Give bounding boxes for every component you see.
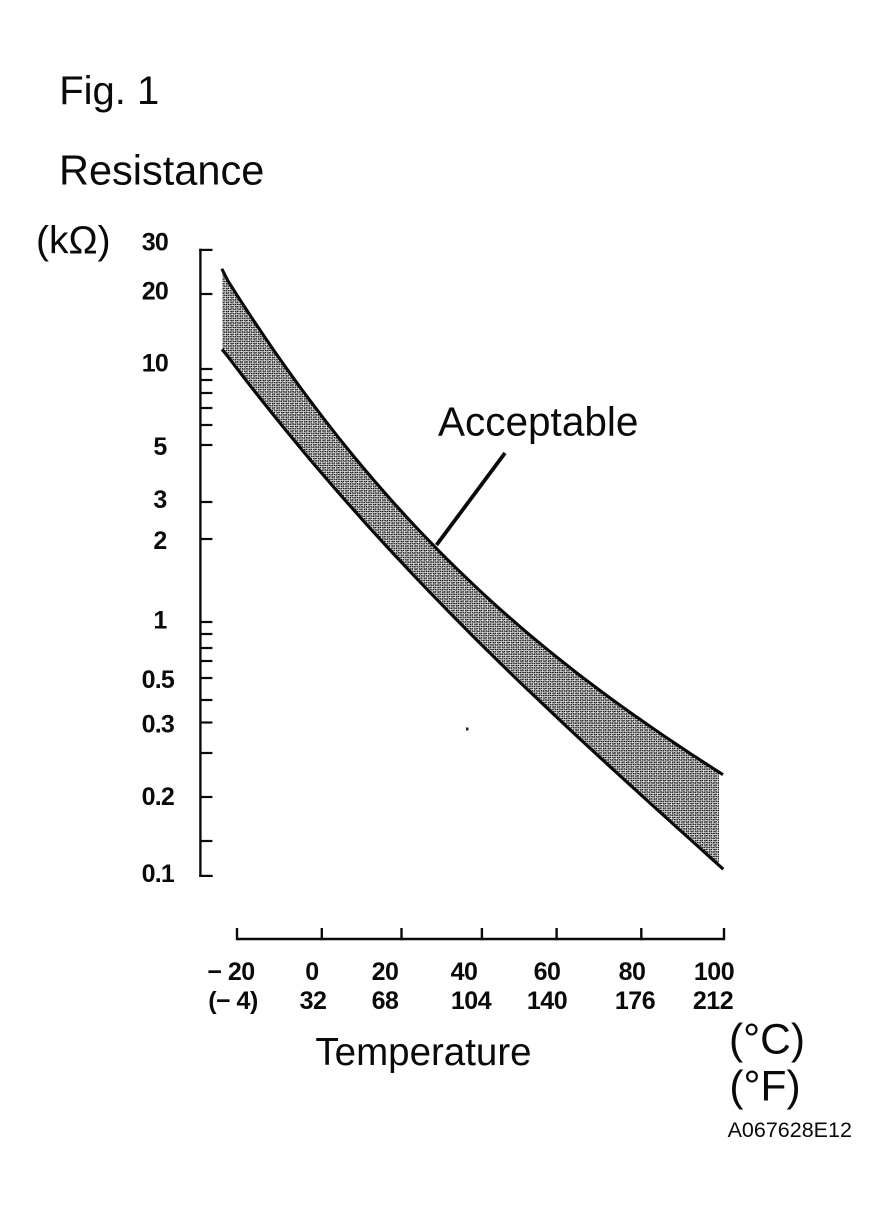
svg-text:40: 40: [451, 958, 478, 986]
svg-text:2: 2: [153, 527, 166, 555]
svg-text:− 20: − 20: [207, 958, 254, 986]
svg-text:100: 100: [694, 958, 734, 986]
svg-text:0.3: 0.3: [142, 710, 174, 738]
svg-text:104: 104: [451, 987, 492, 1015]
svg-text:(°F): (°F): [729, 1064, 800, 1111]
svg-text:Fig. 1: Fig. 1: [59, 69, 159, 113]
svg-text:(°C): (°C): [729, 1017, 805, 1064]
svg-text:(kΩ): (kΩ): [36, 220, 111, 263]
svg-text:0: 0: [305, 958, 318, 986]
svg-text:0.5: 0.5: [142, 666, 175, 694]
svg-text:68: 68: [372, 987, 399, 1015]
svg-text:10: 10: [142, 350, 168, 378]
svg-text:Temperature: Temperature: [315, 1031, 531, 1074]
svg-text:0.1: 0.1: [142, 860, 175, 888]
svg-text:3: 3: [153, 486, 166, 514]
svg-text:Resistance: Resistance: [59, 147, 264, 194]
svg-text:30: 30: [142, 228, 168, 256]
svg-text:Acceptable: Acceptable: [438, 399, 638, 445]
svg-text:32: 32: [300, 987, 327, 1015]
svg-text:(− 4): (− 4): [208, 987, 258, 1015]
svg-text:60: 60: [534, 958, 561, 986]
svg-text:5: 5: [153, 433, 167, 461]
svg-text:1: 1: [153, 607, 167, 635]
svg-text:0.2: 0.2: [142, 783, 174, 811]
svg-text:140: 140: [527, 987, 567, 1015]
svg-text:20: 20: [142, 278, 168, 306]
svg-text:176: 176: [615, 987, 655, 1015]
svg-text:A067628E12: A067628E12: [728, 1118, 852, 1142]
svg-text:212: 212: [693, 987, 733, 1015]
svg-text:80: 80: [619, 958, 646, 986]
svg-text:20: 20: [372, 958, 399, 986]
